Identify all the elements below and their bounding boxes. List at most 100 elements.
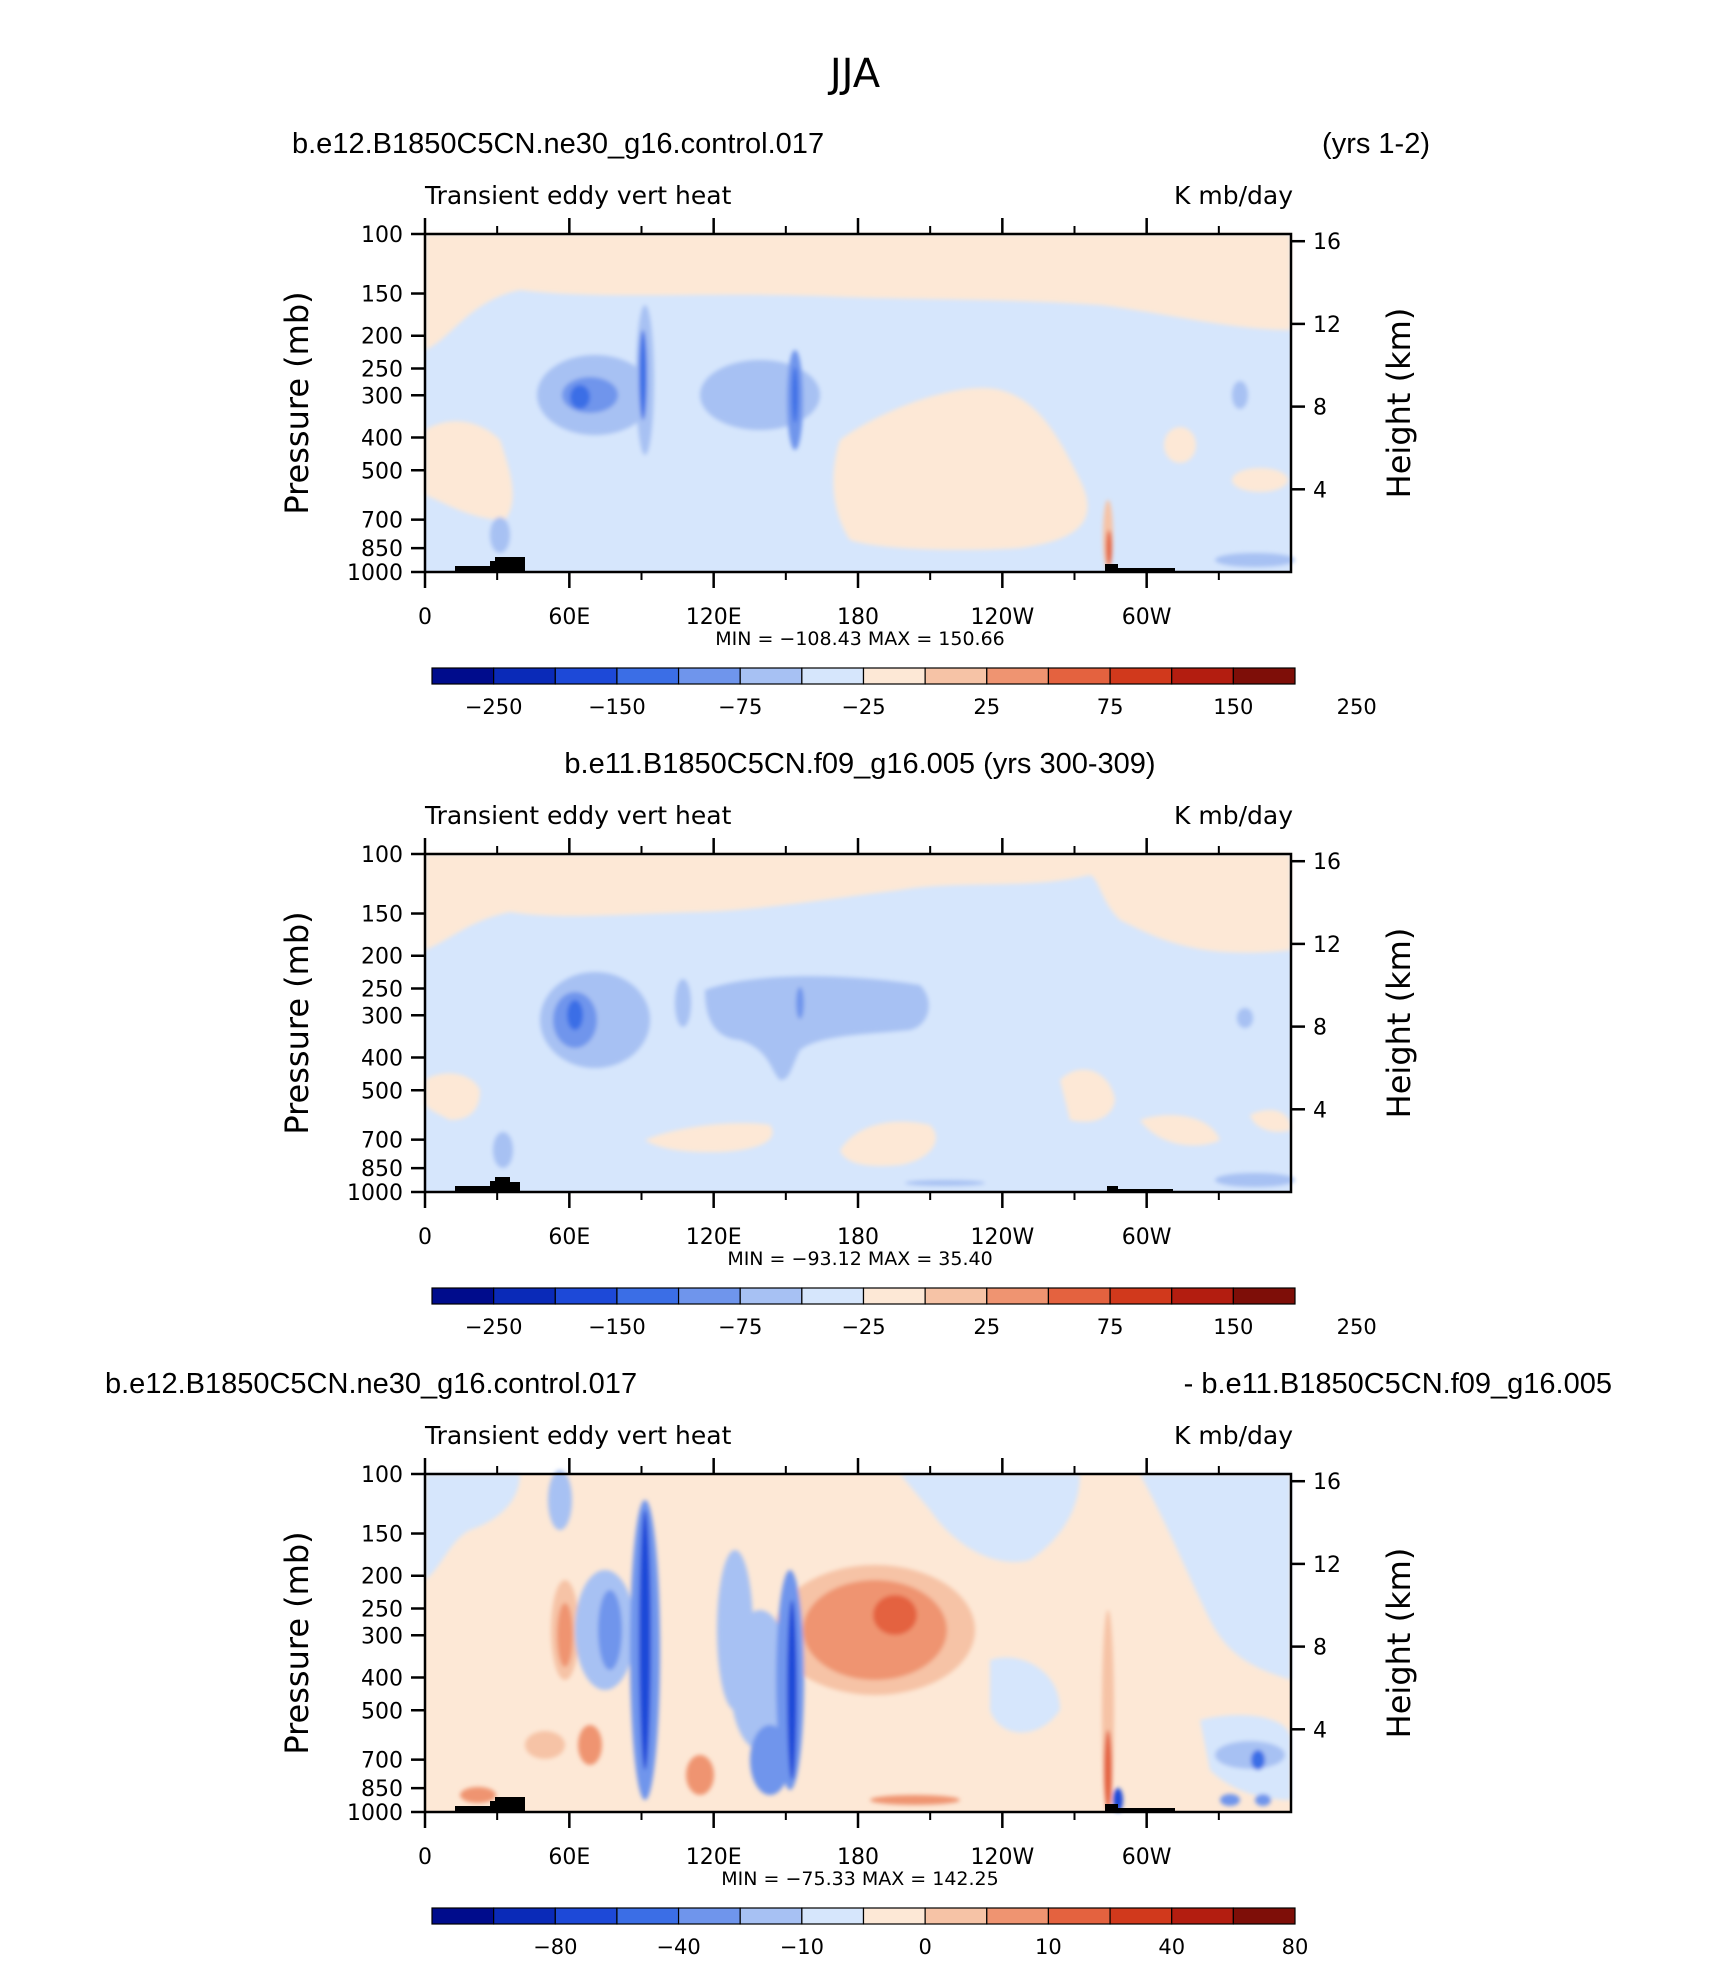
panel-2-colorbar-box — [1109, 1287, 1173, 1305]
panel-3-colorbar-box — [986, 1907, 1050, 1925]
panel-3-ytick-label: 200 — [361, 1565, 403, 1590]
panel-1-ytick-label: 150 — [361, 283, 403, 308]
panel-2-colorbar-label: 250 — [1337, 1315, 1377, 1339]
panel-2-xtick-label: 0 — [418, 1225, 432, 1250]
panel-3-xtick-label: 120W — [970, 1845, 1034, 1870]
panel-3-title-right: - b.e11.B1850C5CN.f09_g16.005 — [1184, 1368, 1612, 1400]
panel-1-colorbar-box — [1047, 667, 1111, 685]
panel-1-colorbar-label: 25 — [973, 695, 1000, 719]
panel-2-ytick-label: 250 — [361, 978, 403, 1003]
panel-1-ytick-label: 100 — [361, 223, 403, 248]
panel-2-xtick-label: 120E — [686, 1225, 742, 1250]
panel-1-minmax: MIN = −108.43 MAX = 150.66 — [715, 628, 1005, 650]
panel-1-xtick-label: 60W — [1122, 605, 1172, 630]
panel-2-field — [425, 854, 1295, 1192]
panel-1: b.e12.B1850C5CN.ne30_g16.control.017 (yr… — [278, 128, 1430, 719]
panel-2-ytick-label: 150 — [361, 903, 403, 928]
panel-3-ylabel-right: Height (km) — [1380, 1548, 1418, 1739]
panel-3-colorbar-label: −10 — [780, 1935, 824, 1959]
panel-1-ytick-label: 300 — [361, 384, 403, 409]
panel-3-colorbar-box — [739, 1907, 803, 1925]
panel-2-ytick-label: 700 — [361, 1129, 403, 1154]
panel-3-colorbar-box — [862, 1907, 926, 1925]
panel-3-title-left: b.e12.B1850C5CN.ne30_g16.control.017 — [105, 1368, 637, 1400]
panel-3-xtick-label: 60E — [548, 1845, 590, 1870]
panel-2-colorbar-box — [616, 1287, 680, 1305]
panel-1-colorbar-box — [554, 667, 618, 685]
panel-2-colorbar-box — [1047, 1287, 1111, 1305]
panel-1-colorbar-box — [616, 667, 680, 685]
panel-3-colorbar-label: −40 — [656, 1935, 700, 1959]
panel-3-colorbar-label: 10 — [1035, 1935, 1062, 1959]
panel-2-colorbar-label: −150 — [588, 1315, 646, 1339]
panel-1-ytick-right-label: 4 — [1313, 478, 1327, 503]
panel-1-colorbar-box — [1109, 667, 1173, 685]
panel-1-ytick-label: 850 — [361, 537, 403, 562]
panel-3-colorbar-box — [1047, 1907, 1111, 1925]
panel-2-colorbar-label: 25 — [973, 1315, 1000, 1339]
panel-1-subtitle: Transient eddy vert heat — [424, 181, 732, 210]
panel-3-colorbar-box — [801, 1907, 865, 1925]
panel-1-ytick-label: 250 — [361, 358, 403, 383]
figure-title: JJA — [827, 51, 881, 97]
panel-3-ytick-right-label: 16 — [1313, 1470, 1341, 1495]
panel-1-ytick-right-label: 16 — [1313, 230, 1341, 255]
panel-2-colorbar-box — [1232, 1287, 1296, 1305]
panel-3-ytick-label: 400 — [361, 1666, 403, 1691]
panel-2-units: K mb/day — [1174, 801, 1293, 830]
panel-2-minmax: MIN = −93.12 MAX = 35.40 — [727, 1248, 992, 1270]
panel-2-colorbar-label: 75 — [1097, 1315, 1124, 1339]
panel-1-colorbar-box — [677, 667, 741, 685]
panel-3-ytick-label: 100 — [361, 1463, 403, 1488]
panel-3-ytick-right-label: 8 — [1313, 1636, 1327, 1661]
panel-1-title-right: (yrs 1-2) — [1322, 128, 1430, 160]
panel-1-colorbar-label: −25 — [841, 695, 885, 719]
panel-1-xtick-label: 60E — [548, 605, 590, 630]
panel-1-colorbar-box — [493, 667, 556, 685]
panel-2-ytick-label: 100 — [361, 843, 403, 868]
panel-1-colorbar-box — [1171, 667, 1234, 685]
panel-1-title-left: b.e12.B1850C5CN.ne30_g16.control.017 — [292, 128, 824, 160]
panel-2-colorbar-label: 150 — [1213, 1315, 1253, 1339]
panel-2-ylabel-right: Height (km) — [1380, 928, 1418, 1119]
panel-1-xtick-label: 0 — [418, 605, 432, 630]
panel-1-colorbar-box — [431, 667, 495, 685]
panel-1-ylabel: Pressure (mb) — [278, 291, 316, 514]
panel-3-ytick-label: 850 — [361, 1777, 403, 1802]
panel-2-ytick-right-label: 16 — [1313, 850, 1341, 875]
panel-1-colorbar-box — [801, 667, 865, 685]
panel-2-ytick-right-label: 12 — [1313, 933, 1341, 958]
panel-3-ytick-label: 500 — [361, 1699, 403, 1724]
panel-3-colorbar-box — [1109, 1907, 1173, 1925]
panel-1-field — [425, 234, 1295, 572]
panel-1-xtick-label: 120W — [970, 605, 1034, 630]
panel-3-minmax: MIN = −75.33 MAX = 142.25 — [721, 1868, 998, 1890]
panel-1-colorbar-box — [986, 667, 1050, 685]
panel-3-colorbar-box — [677, 1907, 741, 1925]
panel-2-subtitle: Transient eddy vert heat — [424, 801, 732, 830]
panel-3-ytick-right-label: 4 — [1313, 1718, 1327, 1743]
panel-2-colorbar-box — [739, 1287, 803, 1305]
panel-3-colorbar-label: 0 — [918, 1935, 931, 1959]
panel-3-colorbar-label: 80 — [1282, 1935, 1309, 1959]
panel-1-ytick-right-label: 12 — [1313, 313, 1341, 338]
panel-2-colorbar-box — [986, 1287, 1050, 1305]
panel-2-ytick-label: 400 — [361, 1046, 403, 1071]
panel-2-colorbar-label: −25 — [841, 1315, 885, 1339]
panel-3-colorbar-label: 40 — [1158, 1935, 1185, 1959]
panel-1-ytick-label: 400 — [361, 426, 403, 451]
panel-1-colorbar-label: 250 — [1337, 695, 1377, 719]
panel-2-colorbar-box — [801, 1287, 865, 1305]
panel-2-ytick-label: 1000 — [347, 1181, 403, 1206]
panel-3: b.e12.B1850C5CN.ne30_g16.control.017 - b… — [105, 1368, 1612, 1959]
panel-1-colorbar-box — [924, 667, 988, 685]
panel-3-colorbar-box — [924, 1907, 988, 1925]
panel-2-colorbar-label: −250 — [465, 1315, 523, 1339]
panel-1-colorbar-label: −250 — [465, 695, 523, 719]
panel-2-colorbar-box — [924, 1287, 988, 1305]
panel-3-colorbar-box — [1232, 1907, 1296, 1925]
panel-1-colorbar-box — [862, 667, 926, 685]
panel-1-colorbar-label: 75 — [1097, 695, 1124, 719]
panel-1-colorbar-box — [739, 667, 803, 685]
